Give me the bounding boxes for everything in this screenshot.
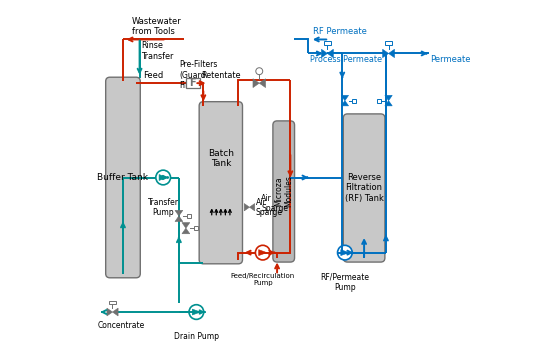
FancyBboxPatch shape: [343, 114, 385, 262]
FancyBboxPatch shape: [106, 77, 140, 278]
Polygon shape: [341, 100, 348, 106]
Circle shape: [256, 68, 263, 75]
Polygon shape: [192, 309, 200, 315]
Bar: [377, 99, 381, 103]
Polygon shape: [259, 79, 265, 88]
Circle shape: [256, 245, 270, 260]
FancyBboxPatch shape: [199, 102, 242, 264]
Polygon shape: [341, 250, 349, 256]
Text: RF Permeate: RF Permeate: [314, 27, 367, 36]
Text: Drain Pump: Drain Pump: [174, 332, 219, 341]
Text: Process Permeate: Process Permeate: [310, 55, 382, 64]
Bar: [187, 214, 191, 218]
Text: Air
Sparge: Air Sparge: [256, 197, 283, 217]
Polygon shape: [159, 175, 167, 180]
Text: Buffer Tank: Buffer Tank: [98, 173, 148, 182]
Polygon shape: [107, 308, 113, 316]
Text: Feed/Recirculation
Pump: Feed/Recirculation Pump: [230, 273, 295, 286]
Text: Retentate: Retentate: [202, 71, 241, 80]
Text: Feed: Feed: [143, 71, 163, 80]
Bar: [352, 99, 356, 103]
Polygon shape: [113, 308, 118, 316]
Text: Air
Sparge: Air Sparge: [261, 194, 288, 213]
Text: Microza
Modules: Microza Modules: [274, 175, 293, 207]
Text: F: F: [190, 78, 196, 88]
Polygon shape: [182, 223, 190, 228]
Polygon shape: [341, 95, 348, 100]
Polygon shape: [175, 216, 183, 222]
Polygon shape: [389, 49, 394, 58]
Polygon shape: [244, 203, 249, 211]
Circle shape: [338, 245, 352, 260]
Bar: [193, 226, 198, 230]
Bar: [109, 301, 116, 305]
Text: Permeate: Permeate: [430, 55, 471, 64]
Polygon shape: [182, 228, 190, 234]
Polygon shape: [385, 95, 392, 100]
Text: Concentrate: Concentrate: [98, 321, 145, 330]
Text: RF/Permeate
Pump: RF/Permeate Pump: [321, 273, 369, 292]
Polygon shape: [383, 49, 389, 58]
Polygon shape: [253, 79, 259, 88]
Polygon shape: [322, 49, 327, 58]
Text: Batch
Tank: Batch Tank: [208, 149, 234, 168]
Circle shape: [189, 305, 204, 320]
Polygon shape: [327, 49, 333, 58]
Polygon shape: [175, 211, 183, 216]
Polygon shape: [249, 203, 255, 211]
FancyBboxPatch shape: [273, 121, 295, 262]
Text: Rinse
Transfer: Rinse Transfer: [142, 41, 174, 61]
Text: Pre-Filters
(Guard
Filter): Pre-Filters (Guard Filter): [179, 60, 217, 90]
Bar: [324, 41, 331, 45]
Bar: [186, 78, 199, 88]
Text: Reverse
Filtration
(RF) Tank: Reverse Filtration (RF) Tank: [345, 173, 384, 203]
Bar: [385, 41, 392, 45]
Text: Transfer
Pump: Transfer Pump: [147, 198, 178, 217]
Polygon shape: [259, 250, 267, 256]
Polygon shape: [385, 100, 392, 106]
Circle shape: [156, 170, 170, 185]
Text: Wastewater
from Tools: Wastewater from Tools: [132, 17, 182, 36]
